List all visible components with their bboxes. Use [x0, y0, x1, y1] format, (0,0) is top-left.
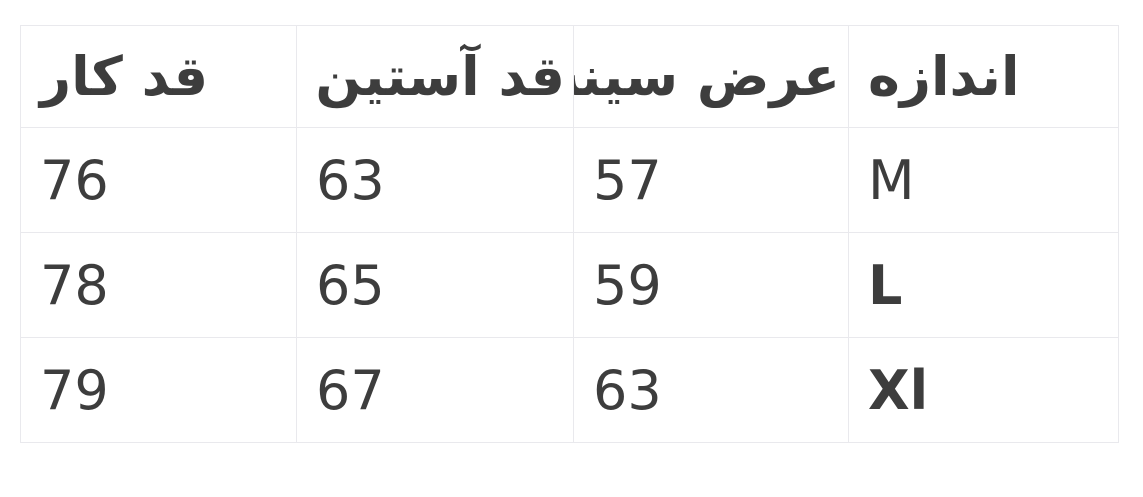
cell-size: M	[848, 127, 1119, 233]
cell-chest-width: 57	[573, 127, 849, 233]
cell-garment-length: 78	[20, 232, 297, 338]
size-chart-table: قد کار قد آستین عرض سینه اندازه 76 63 57…	[20, 25, 1119, 443]
col-header-size: اندازه	[848, 25, 1119, 128]
cell-sleeve-length: 63	[296, 127, 574, 233]
table-row-size-m: 76 63 57 M	[20, 127, 1119, 233]
cell-garment-length: 79	[20, 337, 297, 443]
col-header-garment-length: قد کار	[20, 25, 297, 128]
cell-size: L	[848, 232, 1119, 338]
col-header-sleeve-length: قد آستین	[296, 25, 574, 128]
header-row: قد کار قد آستین عرض سینه اندازه	[20, 25, 1119, 128]
cell-garment-length: 76	[20, 127, 297, 233]
cell-sleeve-length: 65	[296, 232, 574, 338]
cell-sleeve-length: 67	[296, 337, 574, 443]
col-header-chest-width: عرض سینه	[573, 25, 849, 128]
table-row-size-xl: 79 67 63 Xl	[20, 337, 1119, 443]
cell-size: Xl	[848, 337, 1119, 443]
table-row-size-l: 78 65 59 L	[20, 232, 1119, 338]
cell-chest-width: 63	[573, 337, 849, 443]
cell-chest-width: 59	[573, 232, 849, 338]
